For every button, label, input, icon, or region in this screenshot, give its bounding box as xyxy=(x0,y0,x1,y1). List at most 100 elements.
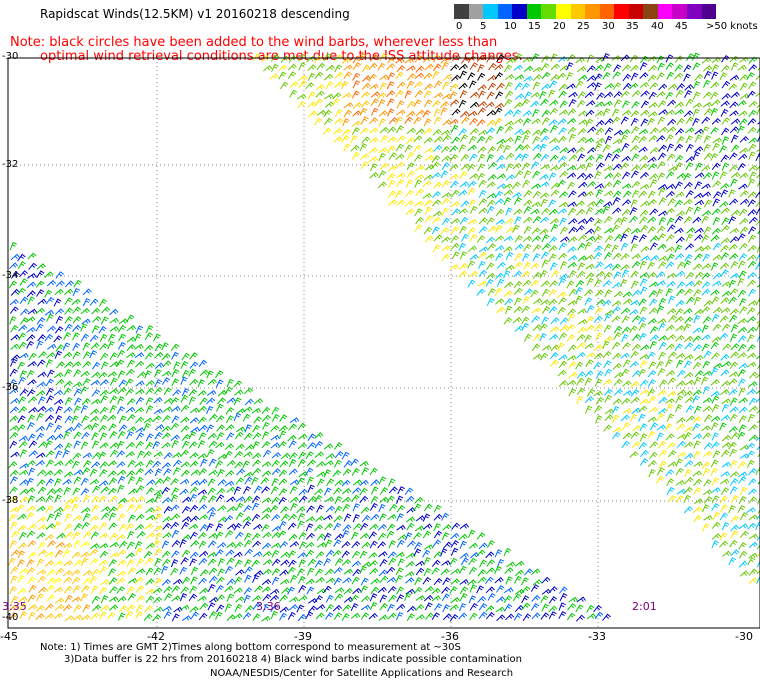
wind-barb xyxy=(701,245,711,252)
wind-barb xyxy=(9,469,19,477)
wind-barb xyxy=(361,116,369,125)
wind-barb xyxy=(485,253,495,260)
wind-barb xyxy=(647,190,656,199)
wind-barb xyxy=(352,110,362,117)
wind-barb xyxy=(46,513,55,522)
wind-barb xyxy=(136,485,145,493)
wind-barb xyxy=(701,263,712,270)
wind-barb xyxy=(476,532,486,540)
wind-barb xyxy=(458,242,467,252)
wind-barb xyxy=(64,280,74,288)
wind-barb xyxy=(604,227,614,234)
wind-barb xyxy=(531,227,541,235)
wind-barb xyxy=(82,351,91,360)
wind-barb xyxy=(621,109,632,116)
wind-barb xyxy=(442,613,452,621)
wind-barb xyxy=(720,207,730,214)
wind-barb xyxy=(351,468,360,476)
lon-label: -42 xyxy=(147,630,165,643)
wind-barb xyxy=(577,308,587,315)
wind-barb xyxy=(63,471,74,478)
wind-barb xyxy=(351,540,361,549)
wind-barb xyxy=(18,324,28,332)
wind-barb xyxy=(261,431,270,440)
wind-barb xyxy=(368,147,378,154)
wind-barb xyxy=(674,154,684,163)
wind-barb xyxy=(557,208,567,215)
wind-barb xyxy=(126,336,136,343)
wind-barb xyxy=(739,74,749,82)
wind-barb xyxy=(81,415,90,424)
wind-barb xyxy=(738,560,748,568)
wind-barb xyxy=(432,244,441,253)
wind-barb xyxy=(748,109,757,118)
wind-barb xyxy=(73,405,82,414)
wind-barb xyxy=(566,72,574,81)
wind-barb xyxy=(153,451,163,458)
wind-barb xyxy=(566,62,574,71)
wind-barb xyxy=(55,344,65,352)
wind-barb xyxy=(424,199,433,207)
wind-barb xyxy=(188,431,197,440)
wind-barb xyxy=(731,495,739,504)
wind-barb xyxy=(594,171,602,180)
wind-barb xyxy=(179,488,189,496)
wind-barb xyxy=(648,361,657,370)
wind-barb xyxy=(288,533,298,541)
wind-barb xyxy=(17,550,26,559)
wind-barb xyxy=(152,506,162,514)
wind-barb xyxy=(674,108,685,115)
wind-barb xyxy=(92,315,102,323)
wind-barb xyxy=(342,128,351,136)
wind-barb xyxy=(576,351,586,359)
wind-barb xyxy=(154,513,163,521)
wind-barb xyxy=(648,395,657,404)
wind-barb xyxy=(342,468,352,476)
wind-barb xyxy=(757,509,760,514)
wind-barb xyxy=(172,389,182,397)
wind-barb xyxy=(190,469,201,476)
wind-barb xyxy=(53,577,63,585)
wind-barb xyxy=(521,270,531,278)
wind-barb xyxy=(125,378,134,387)
wind-barb xyxy=(631,180,641,189)
wind-barb xyxy=(461,163,471,171)
wind-barb xyxy=(604,414,614,422)
wind-barb xyxy=(388,199,398,206)
wind-barb xyxy=(89,468,98,477)
wind-barb xyxy=(117,612,126,621)
wind-barb xyxy=(639,379,649,387)
wind-barb xyxy=(676,261,686,270)
wind-barb xyxy=(378,614,388,621)
wind-barb xyxy=(620,253,630,261)
wind-barb xyxy=(27,551,37,559)
wind-barb xyxy=(593,315,603,323)
wind-barb xyxy=(631,407,641,414)
wind-barb xyxy=(252,602,262,610)
wind-barb xyxy=(505,576,513,585)
wind-barb xyxy=(242,612,252,620)
wind-barb xyxy=(387,585,397,594)
wind-barb xyxy=(675,128,685,136)
wind-barb xyxy=(677,369,686,378)
wind-barb xyxy=(683,308,693,315)
wind-barb xyxy=(89,478,100,485)
wind-barb xyxy=(584,396,594,403)
wind-barb xyxy=(737,64,747,71)
wind-barb xyxy=(82,459,92,468)
wind-barb xyxy=(261,615,271,622)
wind-barb xyxy=(739,242,748,250)
wind-barb xyxy=(576,395,584,405)
wind-barb xyxy=(695,162,703,171)
wind-barb xyxy=(719,332,729,340)
wind-barb xyxy=(577,172,587,180)
wind-barb xyxy=(665,469,674,477)
lat-label: -32 xyxy=(2,159,19,170)
wind-barb xyxy=(685,233,694,242)
wind-barb xyxy=(729,486,738,495)
wind-barb xyxy=(297,422,307,431)
wind-barb xyxy=(559,324,569,332)
wind-barb xyxy=(495,225,503,234)
wind-barb xyxy=(747,344,756,352)
